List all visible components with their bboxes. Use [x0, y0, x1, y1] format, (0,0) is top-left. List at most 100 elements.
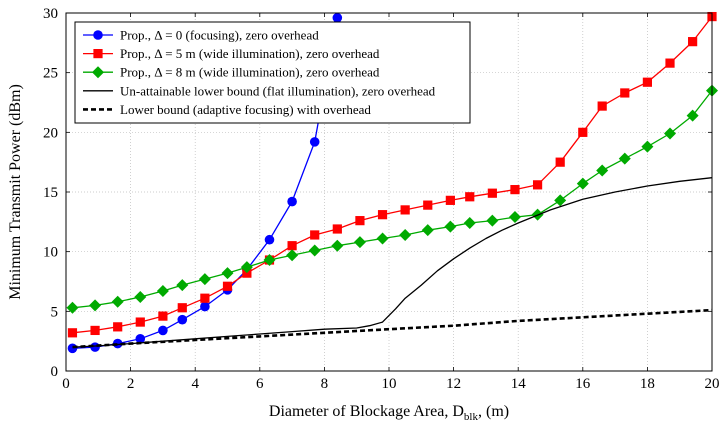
data-point: [287, 196, 297, 207]
x-tick-label: 6: [256, 376, 264, 392]
data-point: [423, 200, 433, 210]
x-axis-label: Diameter of Blockage Area, Dblk, (m): [269, 403, 509, 423]
data-point: [421, 224, 434, 237]
data-point: [376, 232, 389, 245]
data-point: [641, 140, 654, 153]
data-point: [89, 299, 102, 312]
x-axis-label-tail: , (m): [478, 403, 509, 420]
data-point: [177, 303, 187, 313]
x-tick-label: 20: [705, 376, 720, 392]
legend-marker: [93, 30, 103, 40]
y-tick-label: 25: [43, 66, 58, 82]
data-point: [156, 285, 169, 298]
y-axis-label: Minimum Transmit Power (dBm): [7, 84, 24, 300]
data-point: [263, 254, 276, 267]
data-point: [331, 239, 344, 252]
data-point: [135, 317, 145, 327]
data-point: [198, 273, 211, 286]
data-point: [487, 188, 497, 198]
data-point: [287, 241, 297, 251]
y-tick-label: 0: [51, 364, 59, 380]
legend-box: [74, 21, 471, 124]
data-point: [576, 177, 589, 190]
x-axis-label-subscript: blk: [464, 411, 479, 423]
data-point: [463, 217, 476, 230]
series-layer: [66, 11, 718, 354]
y-tick-label: 15: [43, 185, 58, 201]
legend-label: Prop., Δ = 0 (focusing), zero overhead: [120, 28, 319, 43]
data-point: [200, 293, 210, 303]
data-point: [555, 157, 565, 167]
data-point: [355, 216, 365, 226]
series-5: [72, 308, 713, 349]
data-point: [135, 333, 146, 344]
y-tick-label: 30: [43, 6, 58, 22]
legend-label: Prop., Δ = 5 m (wide illumination), zero…: [120, 46, 380, 61]
x-tick-label: 0: [62, 376, 70, 392]
data-point: [554, 194, 567, 207]
data-point: [158, 311, 168, 321]
data-point: [309, 137, 320, 147]
data-point: [177, 314, 188, 325]
x-tick-label: 8: [321, 376, 329, 392]
x-tick-label: 18: [640, 376, 655, 392]
x-axis-label-main: Diameter of Blockage Area, D: [269, 403, 464, 420]
data-point: [578, 127, 588, 137]
x-tick-label: 4: [191, 376, 199, 392]
data-point: [112, 338, 123, 349]
legend-label: Lower bound (adaptive focusing) with ove…: [120, 102, 371, 117]
data-point: [200, 301, 210, 312]
data-point: [176, 279, 189, 292]
data-point: [286, 249, 299, 262]
series-line: [72, 177, 713, 348]
y-tick-label: 10: [43, 245, 58, 261]
legend-item-4: Un-attainable lower bound (flat illumina…: [83, 83, 436, 98]
y-tick-label: 20: [43, 125, 58, 141]
x-tick-label: 14: [511, 376, 527, 392]
series-3: [66, 84, 718, 314]
data-point: [67, 328, 78, 338]
data-point: [510, 185, 520, 195]
data-point: [620, 88, 630, 98]
data-point: [618, 152, 631, 165]
data-point: [444, 220, 457, 233]
data-point: [264, 234, 275, 245]
series-line: [72, 308, 713, 349]
data-point: [688, 37, 698, 47]
data-point: [465, 192, 475, 202]
legend-label: Un-attainable lower bound (flat illumina…: [120, 83, 436, 98]
data-point: [308, 244, 321, 257]
data-point: [158, 325, 168, 336]
data-point: [664, 127, 677, 140]
data-point: [332, 224, 342, 234]
data-point: [90, 325, 100, 336]
data-point: [597, 101, 607, 111]
data-point: [596, 164, 609, 177]
x-tick-label: 16: [575, 376, 591, 392]
data-point: [310, 230, 320, 240]
data-point: [353, 236, 366, 249]
legend-item-2: Prop., Δ = 5 m (wide illumination), zero…: [83, 46, 380, 61]
data-point: [399, 228, 412, 241]
y-tick-label: 5: [51, 304, 59, 320]
x-tick-label: 12: [446, 376, 461, 392]
data-point: [486, 214, 499, 227]
legend-item-3: Prop., Δ = 8 m (wide illumination), zero…: [83, 65, 380, 80]
data-point: [134, 291, 147, 304]
axis-ticks: 0 2 4 6 8 10 12 14 16 18 20 0 5 10 15 20 25 30: [43, 6, 720, 392]
series-4: [72, 177, 713, 348]
x-tick-label: 10: [382, 376, 397, 392]
data-point: [222, 281, 233, 291]
data-point: [665, 58, 675, 68]
data-point: [686, 109, 699, 122]
legend-marker: [92, 66, 104, 79]
data-point: [66, 301, 79, 314]
x-tick-label: 2: [127, 376, 135, 392]
data-point: [532, 180, 543, 190]
legend-marker: [93, 49, 103, 59]
legend-item-1: Prop., Δ = 0 (focusing), zero overhead: [83, 28, 319, 43]
data-point: [113, 322, 123, 332]
data-point: [221, 267, 234, 280]
data-point: [445, 195, 455, 205]
